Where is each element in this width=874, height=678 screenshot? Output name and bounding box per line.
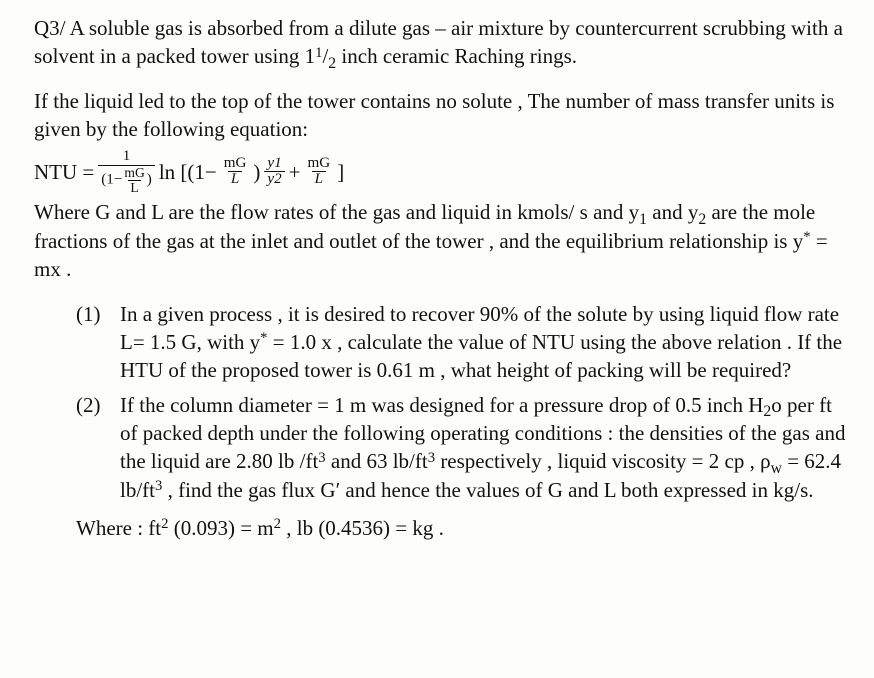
ntu-equation: NTU = 1 (1−mGL) ln [(1− mG L ) y1 y2 + m…: [34, 149, 846, 194]
subq-2-body: If the column diameter = 1 m was designe…: [120, 391, 846, 504]
question-header: Q3/ A soluble gas is absorbed from a dil…: [34, 14, 846, 71]
ntu-mgL2: mG L: [305, 156, 334, 189]
where-text: Where G and L are the flow rates of the …: [34, 198, 846, 283]
subq-1: (1) In a given process , it is desired t…: [76, 300, 846, 385]
unit-conversion-note: Where : ft2 (0.093) = m2 , lb (0.4536) =…: [34, 514, 846, 542]
ntu-prefrac: 1 (1−mGL): [98, 149, 155, 194]
problem-page: Q3/ A soluble gas is absorbed from a dil…: [0, 0, 874, 678]
ntu-lhs: NTU =: [34, 158, 94, 186]
subq-1-num: (1): [76, 300, 106, 385]
subq-1-body: In a given process , it is desired to re…: [120, 300, 846, 385]
ntu-yfrac: y1 y2: [264, 156, 284, 189]
ntu-ln: ln [(1−: [159, 158, 217, 186]
subq-2: (2) If the column diameter = 1 m was des…: [76, 391, 846, 504]
subq-2-num: (2): [76, 391, 106, 504]
ntu-mgL1: mG L: [221, 156, 250, 189]
half-fraction: 1/2: [315, 44, 336, 68]
intro-text: If the liquid led to the top of the towe…: [34, 87, 846, 144]
sub-questions: (1) In a given process , it is desired t…: [34, 300, 846, 504]
header-post: inch ceramic Raching rings.: [336, 44, 577, 68]
